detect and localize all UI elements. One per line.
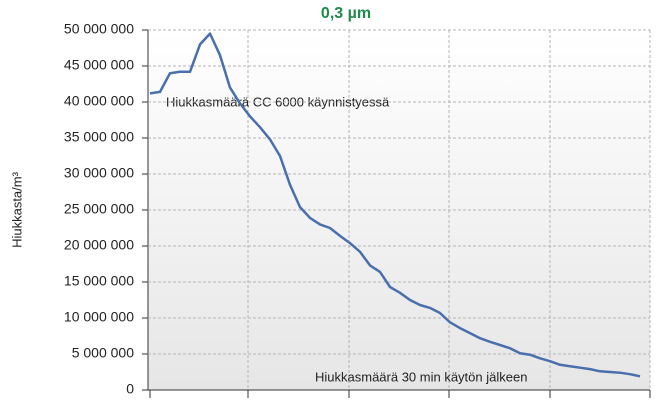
y-axis-label: Hiukkasta/m³ — [9, 171, 24, 248]
data-line — [149, 32, 641, 378]
y-tick-label: 45 000 000 — [64, 57, 134, 73]
y-tick-label: 20 000 000 — [64, 237, 134, 253]
y-tick-label: 30 000 000 — [64, 165, 134, 181]
chart-title: 0,3 µm — [321, 5, 371, 22]
annotation: Hiukkasmäärä 30 min käytön jälkeen — [315, 369, 527, 384]
y-tick-label: 5 000 000 — [72, 345, 134, 361]
y-tick-label: 40 000 000 — [64, 93, 134, 109]
y-tick-label: 25 000 000 — [64, 201, 134, 217]
y-tick-label: 50 000 000 — [64, 21, 134, 37]
y-tick-label: 0 — [126, 381, 134, 397]
y-tick-label: 10 000 000 — [64, 309, 134, 325]
y-tick-label: 35 000 000 — [64, 129, 134, 145]
y-tick-label: 15 000 000 — [64, 273, 134, 289]
